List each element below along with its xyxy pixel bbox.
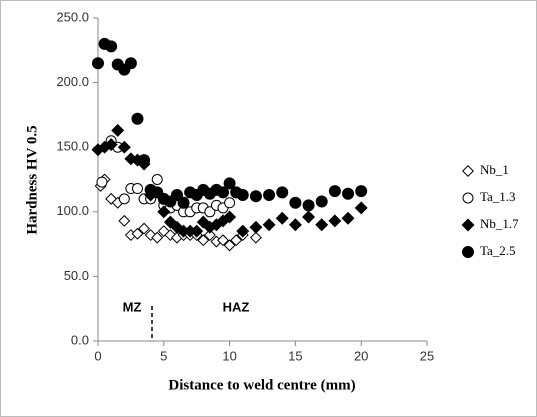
point xyxy=(118,214,131,227)
x-tick-label: 5 xyxy=(160,348,167,363)
point xyxy=(118,193,130,205)
y-tick-label: 200.0 xyxy=(56,74,89,89)
legend-marker xyxy=(462,165,474,177)
point xyxy=(263,189,276,202)
x-tick-label: 0 xyxy=(94,348,101,363)
point xyxy=(151,231,164,244)
point xyxy=(96,176,108,188)
point xyxy=(131,112,144,125)
point xyxy=(111,123,125,137)
y-axis-title: Hardness HV 0.5 xyxy=(24,125,40,234)
x-tick-label: 15 xyxy=(288,348,302,363)
y-tick-label: 0.0 xyxy=(71,332,89,347)
annotation: HAZ xyxy=(223,299,250,314)
annotation: MZ xyxy=(123,299,142,314)
point xyxy=(157,205,171,219)
legend-label: Ta_1.3 xyxy=(480,189,516,204)
point xyxy=(262,218,276,232)
point xyxy=(223,177,236,190)
x-tick-label: 10 xyxy=(222,348,236,363)
point xyxy=(276,186,289,199)
point xyxy=(249,190,262,203)
point xyxy=(197,234,210,247)
point xyxy=(328,185,341,198)
point xyxy=(288,218,302,232)
point xyxy=(105,40,118,53)
legend-label: Nb_1.7 xyxy=(480,216,519,231)
point xyxy=(302,210,316,224)
point xyxy=(117,140,131,154)
y-tick-label: 150.0 xyxy=(56,139,89,154)
point xyxy=(275,211,289,225)
point xyxy=(354,201,368,215)
point xyxy=(341,211,355,225)
point xyxy=(124,57,137,70)
point xyxy=(217,234,229,247)
point xyxy=(92,57,104,70)
point xyxy=(342,187,355,200)
point xyxy=(190,224,204,238)
point xyxy=(302,199,315,212)
point xyxy=(138,154,151,167)
y-tick-label: 50.0 xyxy=(64,268,89,283)
point xyxy=(170,189,183,202)
point xyxy=(315,218,329,232)
y-tick-label: 100.0 xyxy=(56,203,89,218)
point xyxy=(138,222,151,235)
point xyxy=(249,231,262,244)
point xyxy=(223,210,237,224)
point xyxy=(177,196,190,209)
point xyxy=(217,186,230,199)
point xyxy=(355,185,368,198)
legend-label: Ta_2.5 xyxy=(480,243,516,258)
point xyxy=(104,138,118,152)
point xyxy=(131,227,144,240)
point xyxy=(315,195,328,208)
x-tick-label: 25 xyxy=(420,348,434,363)
legend-marker xyxy=(462,246,474,258)
y-tick-label: 250.0 xyxy=(56,9,89,24)
point xyxy=(131,183,143,195)
point xyxy=(203,229,216,242)
x-tick-label: 20 xyxy=(354,348,368,363)
point xyxy=(204,206,216,218)
point xyxy=(289,196,302,209)
point xyxy=(230,234,243,247)
point xyxy=(249,220,263,234)
legend-marker xyxy=(462,192,474,204)
x-axis-title: Distance to weld centre (mm) xyxy=(168,377,355,393)
point xyxy=(236,224,250,238)
legend-marker xyxy=(461,218,475,232)
legend-label: Nb_1 xyxy=(480,162,509,177)
point xyxy=(223,239,236,252)
point xyxy=(224,197,236,209)
point xyxy=(328,214,342,228)
point xyxy=(236,189,249,202)
point xyxy=(151,174,163,185)
